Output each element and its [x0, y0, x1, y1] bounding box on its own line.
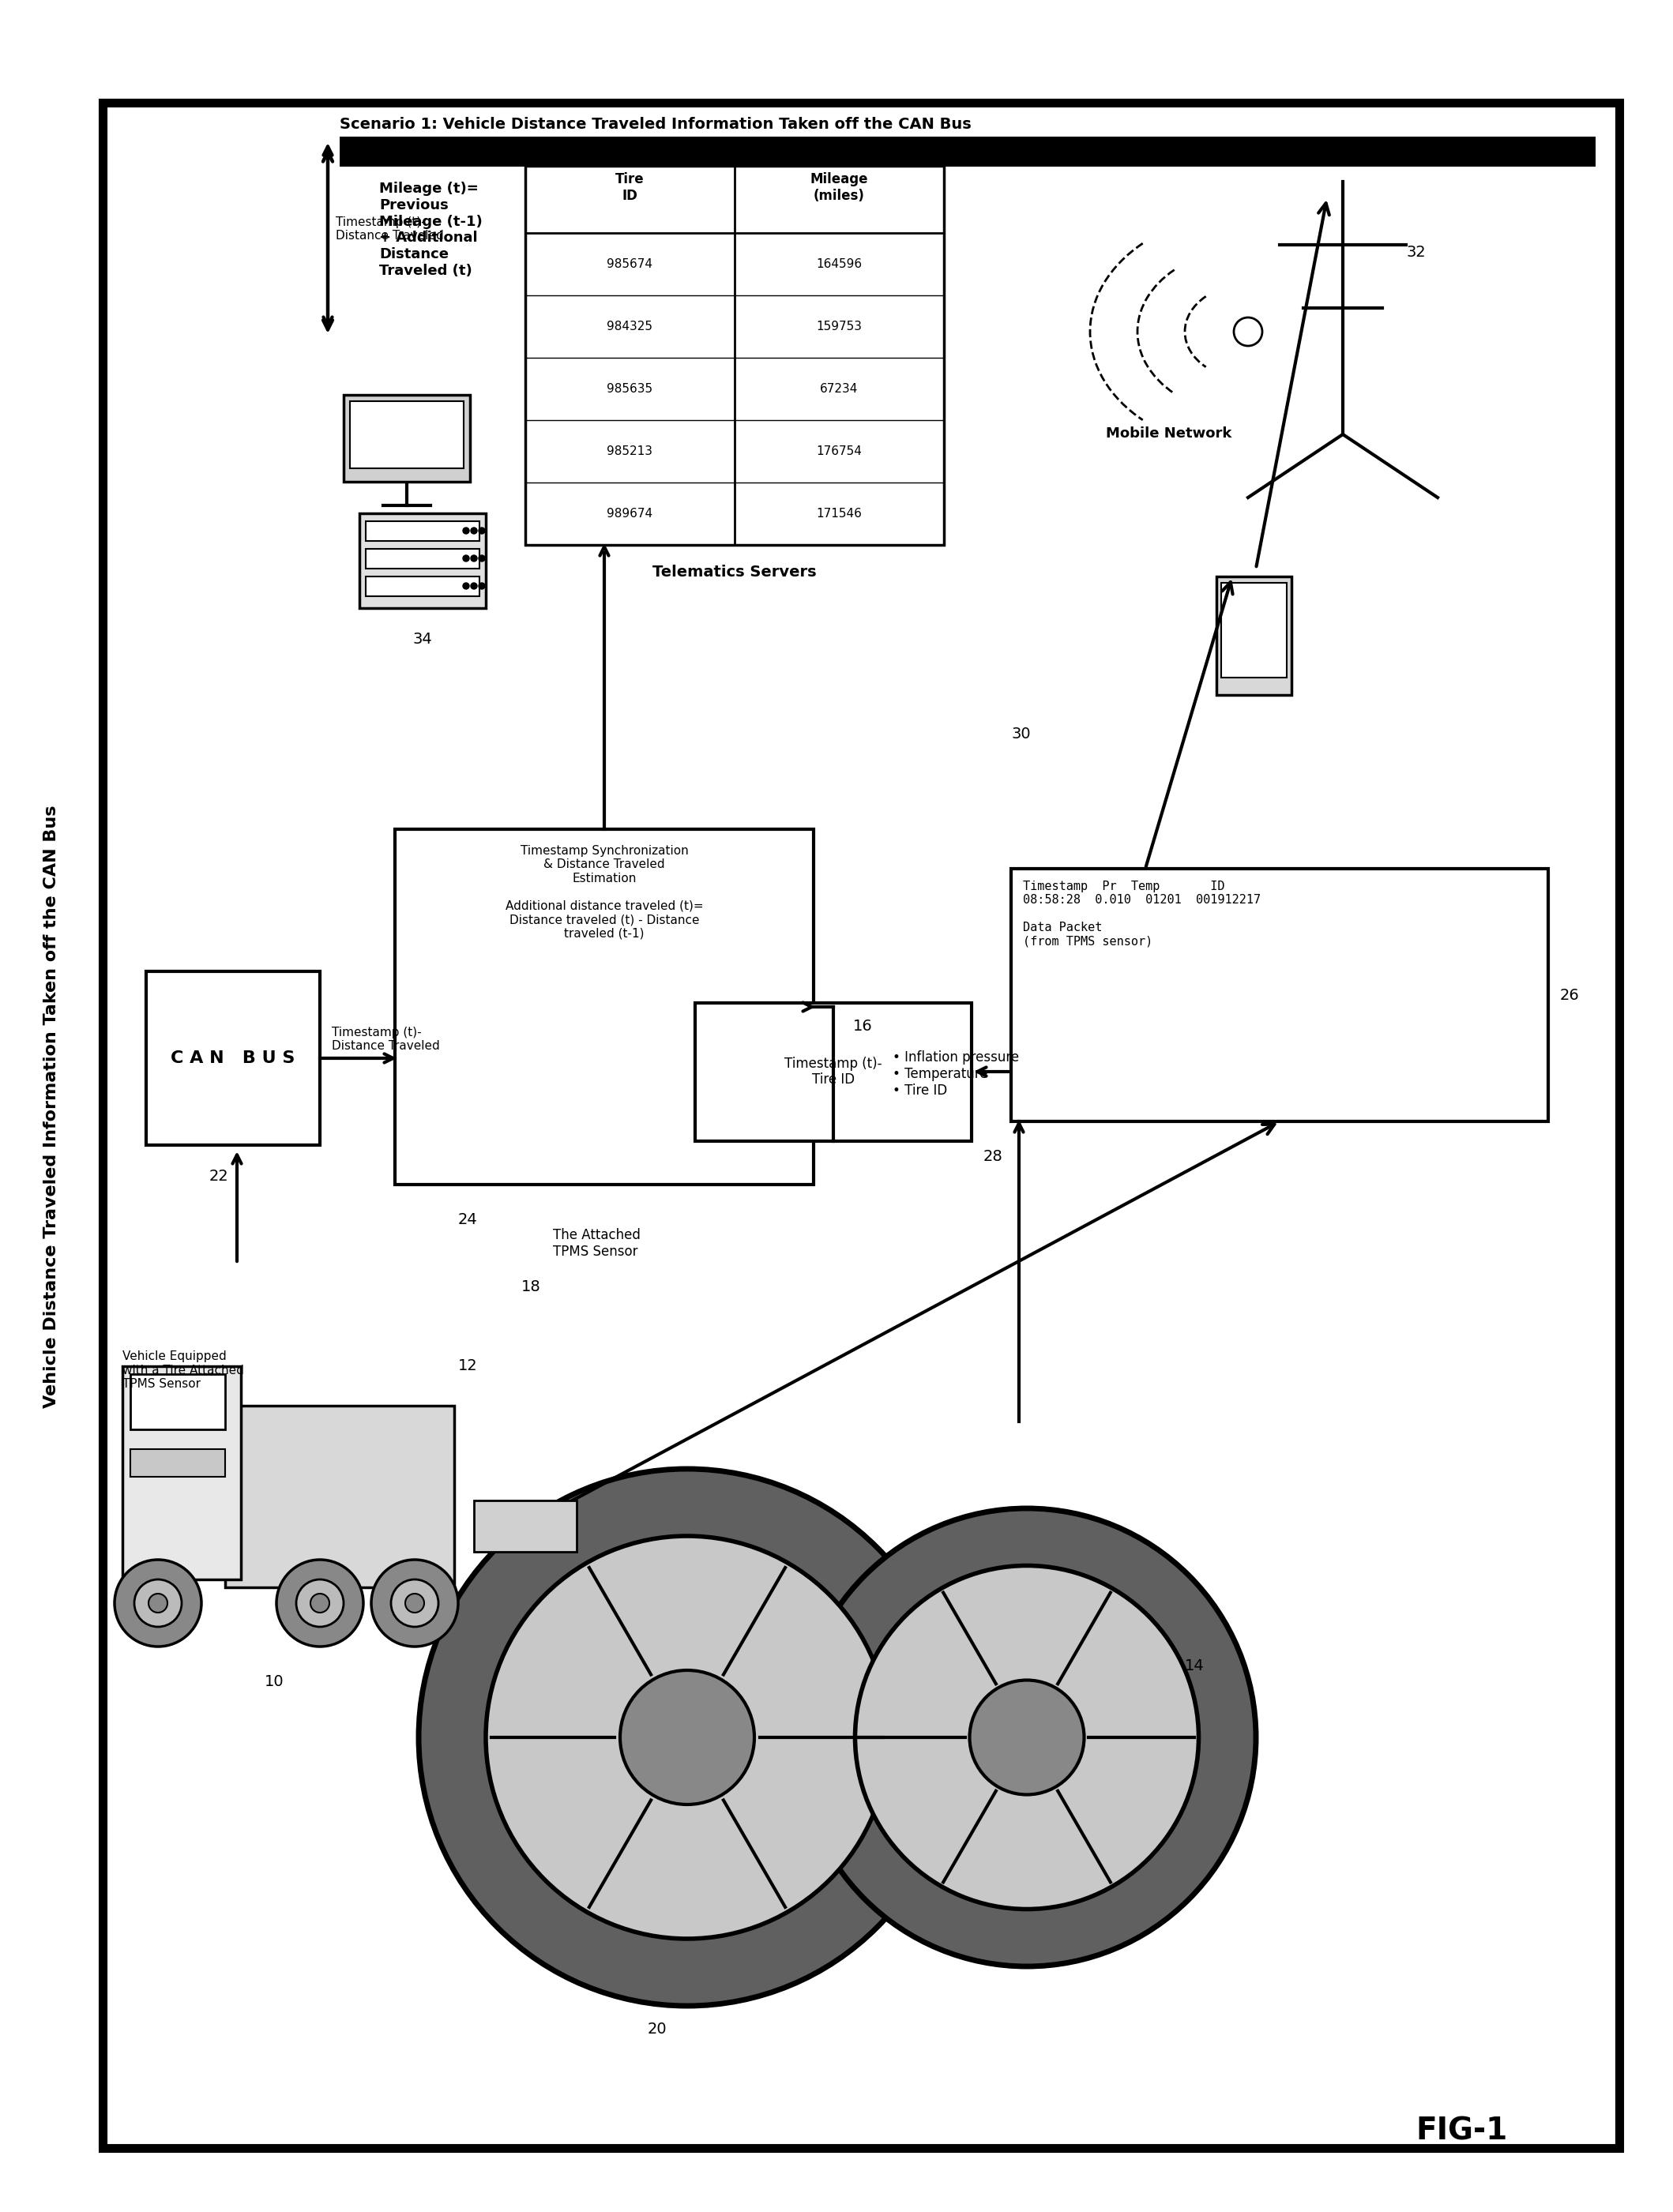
- Circle shape: [371, 1559, 458, 1646]
- Text: Timestamp (t)-
Distance Traveled: Timestamp (t)- Distance Traveled: [336, 217, 443, 241]
- Text: 12: 12: [458, 1358, 478, 1374]
- Bar: [350, 400, 463, 469]
- Text: 16: 16: [853, 1020, 873, 1033]
- Text: Vehicle Distance Traveled Information Taken off the CAN Bus: Vehicle Distance Traveled Information Ta…: [43, 805, 59, 1407]
- Text: 985674: 985674: [607, 259, 652, 270]
- Bar: [360, 513, 485, 608]
- Bar: [343, 396, 470, 482]
- Text: 24: 24: [458, 1212, 478, 1228]
- Circle shape: [855, 1566, 1198, 1909]
- Circle shape: [391, 1579, 438, 1626]
- Text: 159753: 159753: [816, 321, 862, 332]
- Bar: [395, 830, 813, 1186]
- Bar: [226, 1405, 453, 1588]
- Text: 26: 26: [1559, 987, 1579, 1002]
- Text: Vehicle Equipped
with a Tire Attached
TPMS Sensor: Vehicle Equipped with a Tire Attached TP…: [122, 1352, 244, 1389]
- Bar: [473, 1500, 577, 1553]
- Circle shape: [970, 1681, 1084, 1794]
- Text: Mileage (t)=
Previous
Mileage (t-1)
+ Additional
Distance
Traveled (t): Mileage (t)= Previous Mileage (t-1) + Ad…: [380, 181, 482, 279]
- Text: Timestamp Synchronization
& Distance Traveled
Estimation

Additional distance tr: Timestamp Synchronization & Distance Tra…: [505, 845, 703, 940]
- Text: 22: 22: [209, 1168, 229, 1183]
- Text: Timestamp (t)-
Distance Traveled: Timestamp (t)- Distance Traveled: [331, 1026, 440, 1053]
- Text: The Attached
TPMS Sensor: The Attached TPMS Sensor: [554, 1228, 641, 1259]
- Text: Tire
ID: Tire ID: [616, 173, 644, 204]
- Circle shape: [478, 555, 485, 562]
- Circle shape: [405, 1593, 425, 1613]
- Bar: [1216, 577, 1292, 695]
- Text: Mobile Network: Mobile Network: [1106, 427, 1231, 440]
- Bar: [366, 577, 480, 597]
- Bar: [366, 522, 480, 542]
- Text: 67234: 67234: [820, 383, 858, 394]
- Bar: [146, 971, 320, 1146]
- Text: FIG-1: FIG-1: [1415, 2117, 1507, 2146]
- Text: 985635: 985635: [607, 383, 652, 394]
- Circle shape: [470, 582, 477, 588]
- Bar: [130, 1449, 226, 1478]
- Text: 10: 10: [264, 1674, 284, 1690]
- Circle shape: [276, 1559, 363, 1646]
- Bar: [366, 549, 480, 568]
- Text: 985213: 985213: [607, 445, 652, 458]
- Circle shape: [463, 555, 468, 562]
- Text: 989674: 989674: [607, 507, 652, 520]
- Text: 20: 20: [647, 2022, 668, 2037]
- Circle shape: [418, 1469, 955, 2006]
- Bar: [340, 137, 1596, 166]
- Text: 176754: 176754: [816, 445, 862, 458]
- Text: • Inflation pressure
• Temperature
• Tire ID: • Inflation pressure • Temperature • Tir…: [893, 1051, 1019, 1097]
- Text: Telematics Servers: Telematics Servers: [652, 564, 816, 580]
- Circle shape: [463, 526, 468, 533]
- Text: C A N   B U S: C A N B U S: [171, 1051, 294, 1066]
- Text: Mileage
(miles): Mileage (miles): [810, 173, 868, 204]
- Text: 28: 28: [984, 1148, 1004, 1164]
- Circle shape: [114, 1559, 201, 1646]
- Circle shape: [296, 1579, 343, 1626]
- Circle shape: [621, 1670, 755, 1805]
- Text: 171546: 171546: [816, 507, 862, 520]
- Circle shape: [478, 526, 485, 533]
- Circle shape: [485, 1535, 888, 1938]
- Circle shape: [134, 1579, 182, 1626]
- Text: Timestamp (t)-
Tire ID: Timestamp (t)- Tire ID: [785, 1057, 882, 1086]
- Circle shape: [798, 1509, 1256, 1966]
- Text: 984325: 984325: [607, 321, 652, 332]
- Bar: [122, 1367, 241, 1579]
- Circle shape: [1233, 319, 1261, 345]
- Bar: [130, 1374, 226, 1429]
- Text: 164596: 164596: [816, 259, 862, 270]
- Text: 18: 18: [522, 1279, 540, 1294]
- Text: 34: 34: [413, 633, 432, 646]
- Text: 32: 32: [1405, 246, 1425, 259]
- Circle shape: [311, 1593, 330, 1613]
- Text: Timestamp  Pr  Temp       ID
08:58:28  0.010  01201  001912217

Data Packet
(fro: Timestamp Pr Temp ID 08:58:28 0.010 0120…: [1022, 880, 1261, 947]
- Circle shape: [470, 526, 477, 533]
- Circle shape: [463, 582, 468, 588]
- Text: 30: 30: [1010, 726, 1031, 741]
- Circle shape: [470, 555, 477, 562]
- Bar: [1221, 582, 1287, 677]
- Bar: [694, 1002, 972, 1141]
- Bar: [1010, 869, 1548, 1121]
- Circle shape: [478, 582, 485, 588]
- Bar: [525, 166, 944, 544]
- Text: 14: 14: [1184, 1659, 1205, 1674]
- Text: Scenario 1: Vehicle Distance Traveled Information Taken off the CAN Bus: Scenario 1: Vehicle Distance Traveled In…: [340, 117, 972, 133]
- Circle shape: [149, 1593, 167, 1613]
